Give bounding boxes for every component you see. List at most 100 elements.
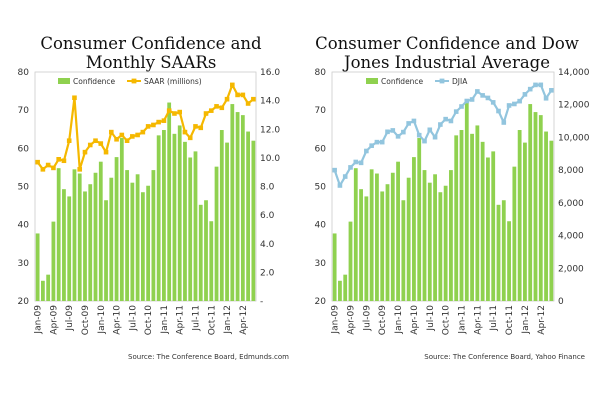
x-tick-label: Jul-09 (362, 305, 372, 332)
y-left-tick-label: 60 (18, 144, 30, 154)
y-right-tick-label: 10.0 (260, 154, 280, 164)
series-marker (172, 111, 177, 116)
series-marker (87, 142, 93, 148)
series-marker (342, 174, 348, 179)
y-right-tick-label: 10,000 (558, 133, 590, 143)
series-marker (182, 129, 188, 135)
x-tick-label: Jul-10 (426, 305, 436, 332)
confidence-bar (104, 200, 108, 301)
x-tick-label: Jan-09 (34, 305, 44, 335)
chart-title-line-2: Jones Industrial Average (342, 53, 550, 72)
chart-title-line-1: Consumer Confidence and Dow (315, 34, 579, 53)
series-marker (35, 159, 40, 165)
confidence-bar (528, 104, 533, 301)
series-marker (51, 165, 56, 171)
series-marker (522, 92, 528, 97)
y-right-tick-label: 0 (558, 297, 564, 307)
series-marker (443, 116, 448, 122)
y-right-tick-label: 16.0 (260, 68, 280, 78)
y-left-tick-label: 20 (315, 297, 327, 307)
confidence-bar (135, 174, 140, 301)
series-marker (374, 139, 380, 145)
series-marker (224, 96, 230, 102)
x-tick-label: Jul-10 (128, 305, 138, 332)
series-marker (406, 121, 411, 126)
series-marker (369, 143, 374, 148)
confidence-bar (486, 157, 490, 301)
legend-label: DJIA (452, 77, 468, 86)
series-marker (161, 118, 167, 123)
y-left-tick-label: 50 (315, 183, 327, 193)
series-marker (235, 92, 240, 98)
confidence-bar (140, 192, 145, 301)
confidence-bar (449, 170, 453, 301)
y-left-tick-label: 40 (315, 221, 327, 231)
series-marker (485, 95, 491, 101)
confidence-bar (93, 172, 98, 301)
x-tick-label: Apr-10 (113, 305, 123, 335)
confidence-bar (209, 221, 214, 301)
x-tick-label: Apr-10 (410, 305, 420, 335)
y-left-tick-label: 20 (18, 297, 30, 307)
series-marker (187, 135, 193, 141)
series-marker (506, 103, 512, 108)
confidence-bar (454, 135, 459, 301)
confidence-bar (338, 280, 342, 301)
legend: Confidence DJIA (366, 77, 468, 86)
confidence-bar (51, 221, 56, 301)
confidence-bar (67, 196, 72, 301)
confidence-bar (162, 130, 166, 301)
confidence-bar (538, 115, 543, 302)
confidence-bar (544, 131, 548, 301)
series-marker (490, 100, 496, 105)
confidence-bar (390, 172, 395, 301)
series-marker (453, 109, 459, 114)
confidence-bar (204, 200, 208, 301)
confidence-bar (412, 157, 416, 301)
y-left-tick-label: 80 (315, 68, 327, 78)
series-marker (203, 111, 209, 116)
x-tick-label: Apr-11 (473, 305, 483, 335)
confidence-bar (380, 191, 385, 301)
confidence-bar (406, 177, 411, 301)
legend-swatch-bar (58, 78, 70, 84)
legend-swatch-marker (131, 78, 137, 84)
source-note: Source: The Conference Board, Yahoo Fina… (424, 353, 585, 361)
confidence-bar (214, 166, 219, 301)
confidence-bar (225, 142, 229, 301)
confidence-bar (343, 274, 348, 301)
legend-label: Confidence (381, 77, 424, 86)
legend-label: Confidence (73, 77, 116, 86)
series-marker (517, 98, 522, 104)
confidence-bar (385, 184, 390, 301)
series-marker (364, 148, 369, 154)
series-marker (108, 129, 114, 135)
legend-label: SAAR (millions) (144, 77, 202, 86)
confidence-bar (146, 185, 151, 301)
series-marker (177, 109, 183, 115)
series-marker (427, 127, 433, 133)
series-marker (61, 158, 67, 164)
series-marker (422, 138, 427, 144)
series-marker (151, 122, 156, 128)
confidence-bar (172, 133, 177, 301)
x-tick-label: Jul-09 (65, 305, 75, 332)
confidence-bar (167, 102, 172, 302)
series-marker (512, 101, 517, 107)
confidence-bar (125, 170, 129, 301)
confidence-bar (83, 191, 87, 301)
confidence-bar (98, 161, 103, 301)
series-marker (219, 105, 225, 111)
x-tick-label: Oct-09 (81, 305, 91, 336)
series-marker (379, 139, 385, 145)
y-left-tick-label: 30 (18, 259, 30, 269)
series-marker (251, 96, 256, 102)
x-tick-label: Jan-11 (160, 305, 170, 335)
y-right-tick-label: - (260, 297, 263, 307)
confidence-bar (401, 200, 406, 301)
series-marker (198, 125, 204, 131)
confidence-bar (422, 170, 427, 301)
chart-title-line-2: Monthly SAARs (86, 53, 217, 72)
series-marker (156, 119, 161, 125)
series-marker (72, 95, 77, 101)
